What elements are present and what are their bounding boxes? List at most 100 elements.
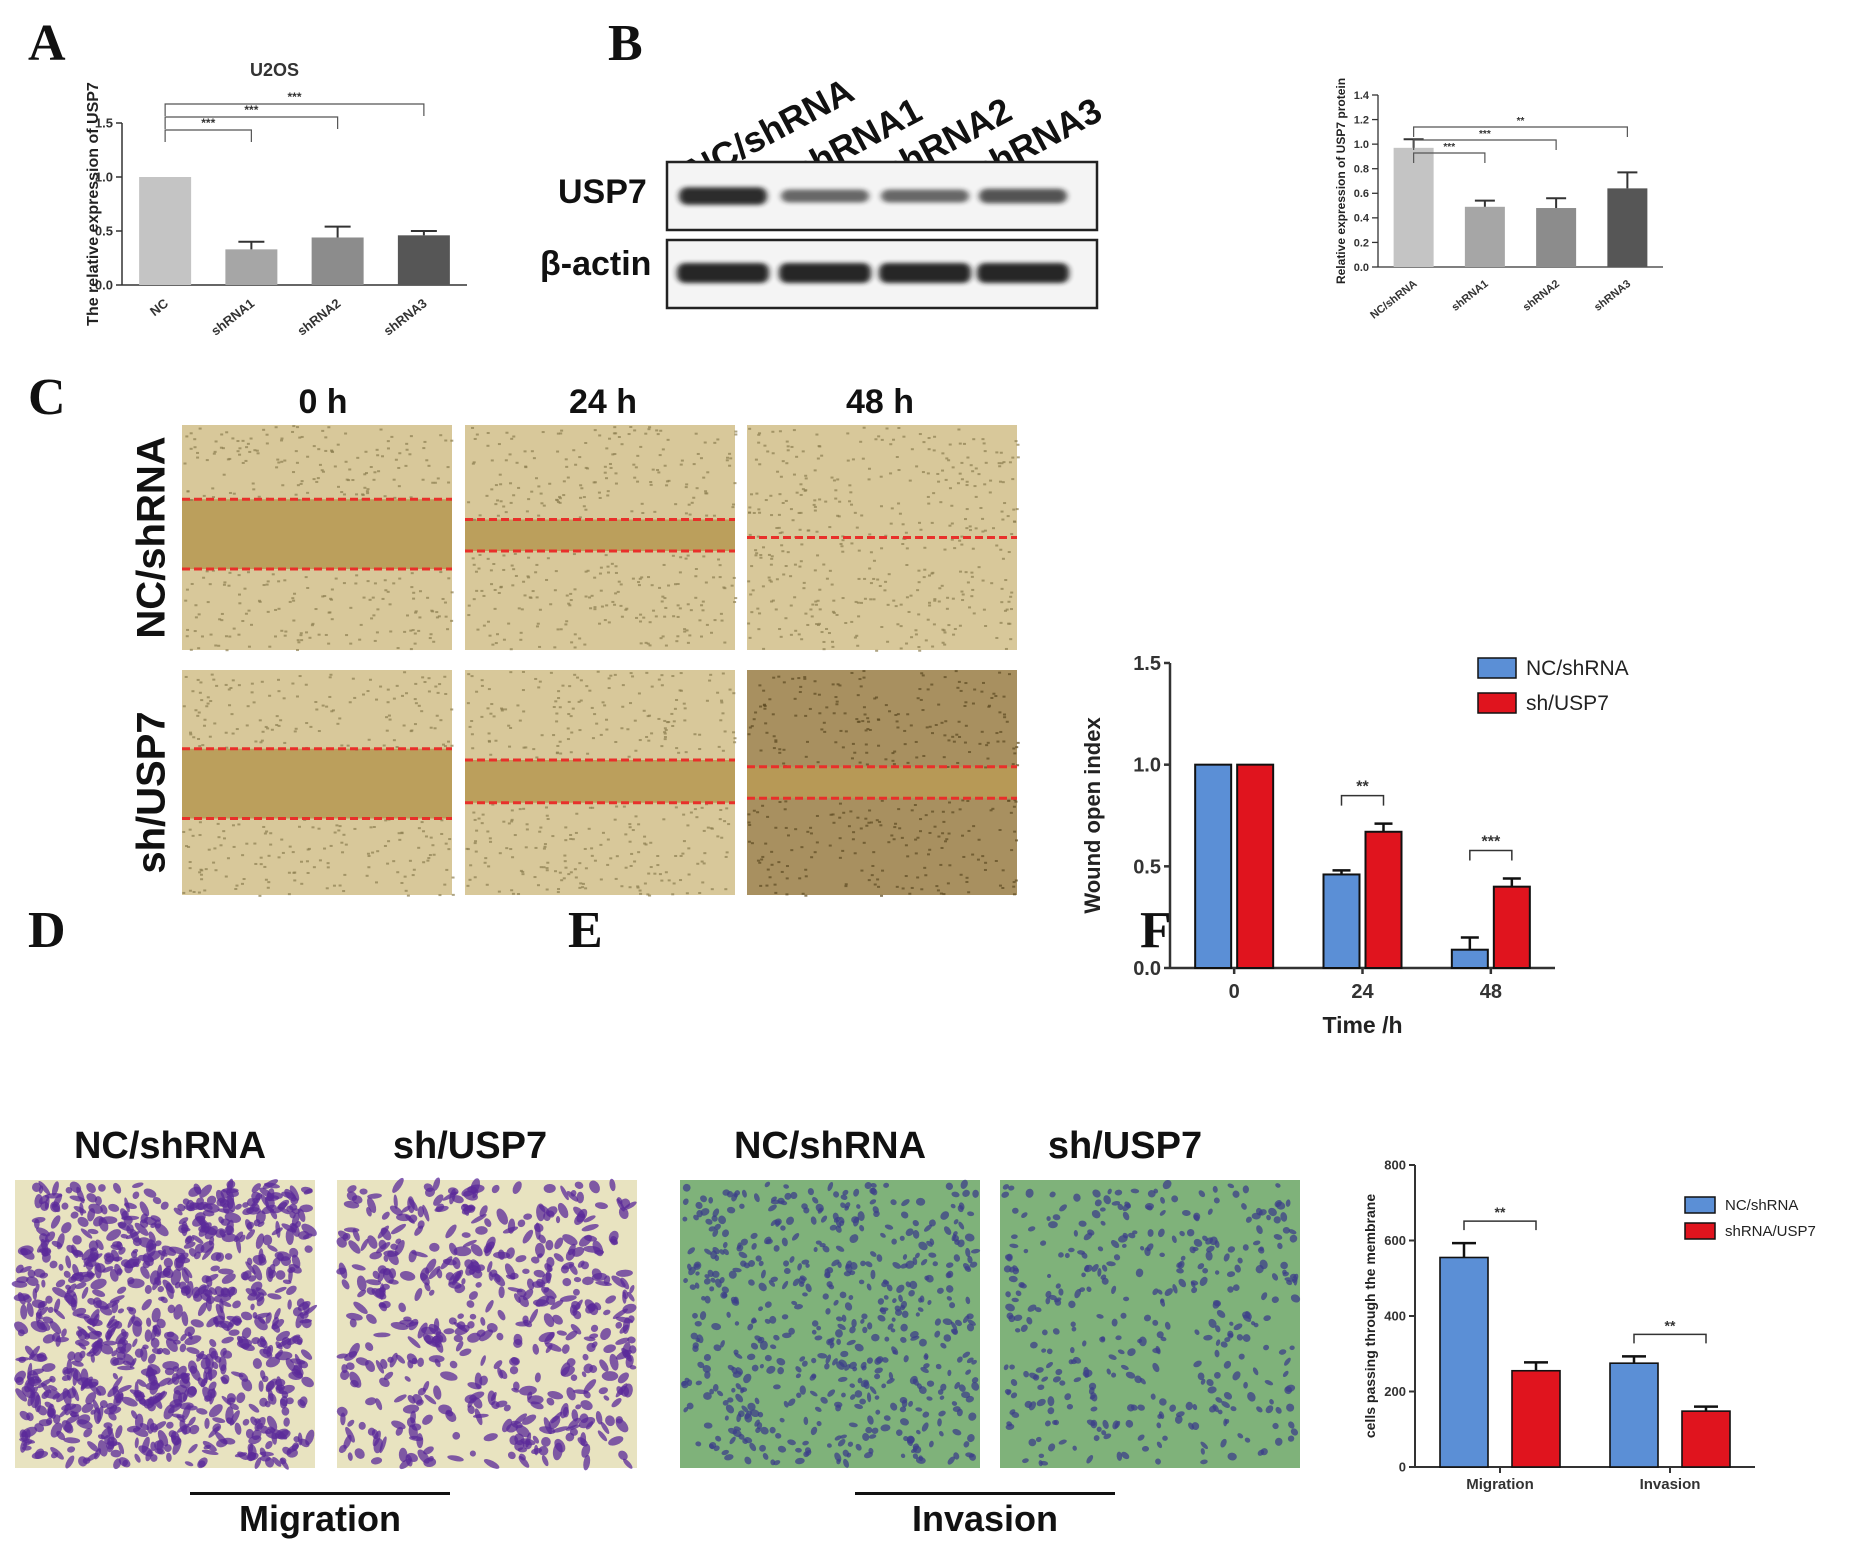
stained-cell xyxy=(86,1318,103,1327)
stained-cell xyxy=(234,1231,244,1242)
cell-speck xyxy=(869,582,873,585)
cell-speck xyxy=(409,730,413,733)
stained-cell xyxy=(907,1436,915,1444)
stained-cell xyxy=(754,1419,760,1427)
stained-cell xyxy=(1280,1212,1288,1222)
cell-speck xyxy=(658,873,662,876)
cell-speck xyxy=(820,728,824,731)
stained-cell xyxy=(799,1356,806,1362)
stained-cell xyxy=(399,1271,416,1281)
stained-cell xyxy=(71,1360,84,1367)
wound-gap xyxy=(465,519,735,551)
cell-speck xyxy=(578,456,582,459)
cell-speck xyxy=(577,700,581,703)
cell-speck xyxy=(614,592,618,595)
stained-cell xyxy=(840,1434,847,1439)
stained-cell xyxy=(623,1458,633,1469)
cell-speck xyxy=(330,450,334,453)
cell-speck xyxy=(700,604,704,607)
cell-speck xyxy=(323,595,327,598)
cell-speck xyxy=(372,478,376,481)
cell-speck xyxy=(558,497,562,500)
cell-speck xyxy=(828,844,832,847)
cell-speck xyxy=(426,859,430,862)
cell-speck xyxy=(534,846,538,849)
stained-cell xyxy=(1074,1288,1082,1299)
stained-cell xyxy=(1177,1260,1185,1269)
stained-cell xyxy=(275,1270,286,1280)
cell-speck xyxy=(971,470,975,473)
cell-speck xyxy=(719,808,723,811)
stained-cell xyxy=(48,1384,58,1391)
stained-cell xyxy=(847,1441,854,1447)
stained-cell xyxy=(140,1266,150,1279)
cell-speck xyxy=(983,529,987,532)
cell-speck xyxy=(940,584,944,587)
cell-speck xyxy=(300,639,304,642)
stained-cell xyxy=(1144,1247,1151,1257)
stained-cell xyxy=(1107,1188,1112,1195)
cell-speck xyxy=(664,871,668,874)
stained-cell xyxy=(509,1357,520,1366)
stained-cell xyxy=(255,1233,265,1249)
stained-cell xyxy=(267,1244,278,1252)
stained-cell xyxy=(799,1385,806,1395)
stained-cell xyxy=(265,1356,281,1368)
stained-cell xyxy=(795,1447,802,1453)
cell-speck xyxy=(259,741,263,744)
cell-speck xyxy=(950,522,954,525)
cell-speck xyxy=(216,822,220,825)
stained-cell xyxy=(1227,1183,1235,1189)
cell-speck xyxy=(682,840,686,843)
cell-speck xyxy=(747,580,751,583)
cell-speck xyxy=(895,720,899,723)
cell-speck xyxy=(249,623,253,626)
cell-speck xyxy=(723,641,727,644)
stained-cell xyxy=(423,1446,434,1455)
stained-cell xyxy=(241,1327,252,1339)
stained-cell xyxy=(53,1298,61,1313)
cell-speck xyxy=(198,691,202,694)
stained-cell xyxy=(768,1280,776,1287)
stained-cell xyxy=(1152,1319,1159,1326)
stained-cell xyxy=(297,1432,303,1446)
cell-speck xyxy=(851,838,855,841)
cell-speck xyxy=(649,481,653,484)
cell-speck xyxy=(194,709,198,712)
cell-speck xyxy=(475,829,479,832)
stained-cell xyxy=(912,1453,919,1459)
stained-cell xyxy=(1192,1404,1198,1411)
stained-cell xyxy=(144,1285,152,1294)
cell-speck xyxy=(856,720,860,723)
stained-cell xyxy=(202,1386,213,1402)
cell-speck xyxy=(692,496,696,499)
cell-speck xyxy=(400,694,404,697)
cell-speck xyxy=(566,476,570,479)
stained-cell xyxy=(951,1191,960,1198)
cell-speck xyxy=(854,600,858,603)
stained-cell xyxy=(744,1437,753,1444)
cell-speck xyxy=(706,826,710,829)
stained-cell xyxy=(39,1272,49,1279)
cell-speck xyxy=(327,611,331,614)
stained-cell xyxy=(786,1216,795,1225)
cell-speck xyxy=(763,707,767,710)
cell-speck xyxy=(589,607,593,610)
stained-cell xyxy=(484,1246,491,1254)
cell-speck xyxy=(998,465,1002,468)
cell-speck xyxy=(482,624,486,627)
stained-cell xyxy=(1118,1235,1128,1243)
stained-cell xyxy=(932,1261,938,1267)
stained-cell xyxy=(124,1197,130,1213)
cell-speck xyxy=(344,460,348,463)
cell-speck xyxy=(444,692,448,695)
stained-cell xyxy=(289,1185,300,1201)
stained-cell xyxy=(628,1315,635,1323)
cell-speck xyxy=(748,823,752,826)
stained-cell xyxy=(145,1381,161,1391)
stained-cell xyxy=(769,1426,776,1434)
stained-cell xyxy=(348,1240,361,1254)
cell-speck xyxy=(767,553,771,556)
stained-cell xyxy=(1159,1209,1166,1216)
cell-speck xyxy=(574,876,578,879)
